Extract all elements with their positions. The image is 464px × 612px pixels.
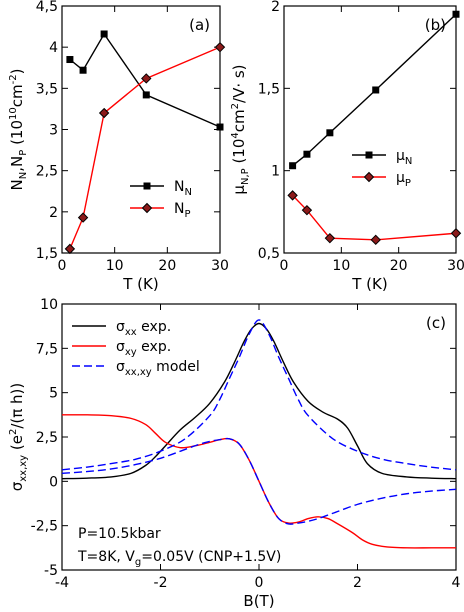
marker-square: [79, 66, 87, 74]
legend-label: μP: [396, 170, 411, 189]
y-axis-label: NN,NP (1010cm-2): [8, 69, 29, 191]
y-tick-label: 4: [49, 40, 58, 56]
panel-label: (c): [426, 314, 446, 332]
x-tick-label: 30: [447, 258, 464, 274]
marker-square: [289, 162, 297, 170]
x-tick-label: 10: [106, 258, 124, 274]
y-tick-label: 2: [271, 0, 280, 15]
legend-label: σxx exp.: [116, 319, 171, 338]
marker-diamond: [450, 228, 462, 239]
y-axis-label: σxx,xy (e2/(π h)): [8, 383, 29, 492]
marker-diamond: [287, 190, 298, 201]
panel-label: (a): [189, 16, 210, 34]
marker-square: [142, 91, 150, 99]
y-tick-label: -2,5: [31, 519, 58, 535]
y-tick-label: 4,5: [36, 0, 58, 15]
y-tick-label: 2,5: [36, 430, 58, 446]
legend-label: NP: [174, 201, 191, 220]
x-axis-label: B(T): [243, 592, 274, 610]
x-tick-label: 0: [280, 258, 289, 274]
marker-diamond: [363, 171, 375, 183]
series-line: [292, 194, 457, 241]
series-line: [61, 322, 457, 480]
series-line: [61, 414, 456, 549]
y-tick-label: 0: [49, 474, 58, 490]
panel-c: -4 -2 0 2 4 -5 -2,5 0 2,5 5 7,5 10 B(T) σxx,xy (e2/(π…: [8, 297, 461, 610]
x-tick-label: 10: [332, 258, 350, 274]
marker-diamond: [141, 202, 153, 214]
annotation-pressure: P=10.5kbar: [78, 526, 161, 542]
y-tick-label: -5: [44, 563, 58, 579]
x-tick-label: 20: [158, 258, 176, 274]
x-tick-label: 30: [211, 258, 229, 274]
marker-square: [452, 10, 460, 18]
x-tick-label: -2: [154, 575, 168, 591]
marker-diamond: [324, 232, 336, 244]
y-axis-label: μN,P (104cm2/V· s): [230, 64, 251, 194]
marker-diamond: [64, 243, 76, 255]
marker-square: [216, 123, 224, 131]
legend-label: NN: [174, 179, 192, 198]
panel-label: (b): [425, 16, 446, 34]
x-axis-label: T (K): [122, 275, 158, 293]
marker-diamond: [98, 107, 110, 119]
marker-diamond: [301, 204, 313, 216]
x-axis-label: T (K): [351, 275, 387, 293]
marker-square: [66, 56, 74, 64]
annotation-conditions: T=8K, Vg=0.05V (CNP+1.5V): [77, 549, 281, 568]
marker-square: [326, 129, 334, 137]
y-tick-label: 1,5: [36, 246, 58, 262]
x-tick-label: 2: [353, 575, 362, 591]
y-tick-label: 7,5: [36, 341, 58, 357]
legend-label: σxx,xy model: [116, 359, 200, 378]
x-tick-label: 4: [452, 575, 461, 591]
y-tick-label: 3: [49, 123, 58, 139]
y-tick-label: 5: [49, 386, 58, 402]
series-line: [61, 437, 457, 525]
x-tick-label: 20: [390, 258, 408, 274]
legend-label: μN: [396, 148, 412, 167]
panel-a: 0 10 20 30 1,5 2 2,5 3 3,5 4 4,5 T (K) NN,NP (1010cm…: [8, 0, 229, 293]
marker-diamond: [370, 234, 381, 246]
panel-b: 0 10 20 30 0,5 1 1,5 2 T (K) μN,P (104cm2/V· s) (b…: [230, 0, 464, 293]
y-tick-label: 3,5: [36, 81, 58, 97]
marker-square: [365, 151, 373, 159]
marker-square: [143, 182, 151, 190]
y-tick-label: 10: [40, 297, 58, 313]
plot-frame: [283, 5, 457, 254]
marker-square: [100, 30, 108, 38]
x-tick-label: -4: [55, 575, 69, 591]
marker-square: [372, 86, 380, 94]
marker-diamond: [214, 41, 226, 53]
y-tick-label: 1: [271, 164, 280, 180]
legend-label: σxy exp.: [116, 339, 171, 358]
marker-diamond: [77, 212, 89, 223]
x-tick-label: 0: [58, 258, 67, 274]
series-line: [61, 319, 457, 471]
x-tick-label: 0: [255, 575, 264, 591]
marker-diamond: [141, 73, 152, 84]
y-tick-label: 0,5: [258, 246, 280, 262]
y-tick-label: 1,5: [258, 81, 280, 97]
marker-square: [303, 150, 311, 158]
y-tick-label: 2,5: [36, 164, 58, 180]
y-tick-label: 2: [49, 205, 58, 221]
